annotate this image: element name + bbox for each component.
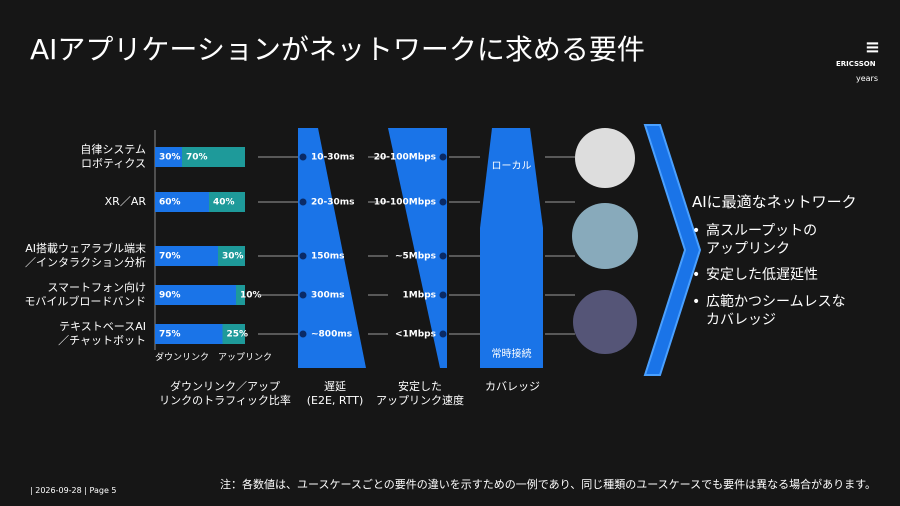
- xr-image: [572, 203, 638, 269]
- bar-segment: [182, 147, 245, 167]
- logo: ERICSSON: [836, 60, 876, 68]
- footer-page: | 2026-09-28 | Page 5: [30, 486, 117, 495]
- logo-sub: years: [856, 74, 879, 83]
- value-label: 40%: [213, 198, 235, 208]
- bar-segment: [218, 246, 245, 266]
- dot: [299, 198, 307, 206]
- value-label: 10%: [240, 291, 262, 301]
- x-label: ダウンリンク／アップ リンクのトラフィック比率: [159, 380, 291, 408]
- coverage-shape: [480, 128, 543, 368]
- col-title: 遅延 (E2E, RTT): [306, 380, 364, 408]
- bullet: 高スループットの アップリンク: [706, 223, 818, 258]
- bar-segment: [236, 285, 245, 305]
- legend-downlink: ダウンリンク: [155, 353, 210, 363]
- value-label: 90%: [159, 291, 181, 301]
- dot: [439, 330, 447, 338]
- robot-image: [575, 128, 635, 188]
- value-label: 60%: [159, 198, 181, 208]
- category-label: XR／AR: [104, 195, 146, 208]
- dot: [299, 252, 307, 260]
- bullet-dot: •: [692, 267, 701, 283]
- bar-segment: [155, 246, 218, 266]
- dot: [439, 252, 447, 260]
- dot: [299, 153, 307, 161]
- svg-text:≡: ≡: [865, 37, 880, 58]
- coverage-bottom: 常時接続: [491, 349, 532, 360]
- dot: [439, 198, 447, 206]
- latency-label: 20-30ms: [311, 198, 355, 208]
- value-label: 30%: [159, 153, 181, 163]
- dot: [439, 291, 447, 299]
- uplink-label: ~5Mbps: [395, 252, 436, 262]
- coverage-top: ローカル: [491, 161, 532, 172]
- latency-label: 300ms: [311, 291, 345, 301]
- col-title: 安定した アップリンク速度: [376, 380, 464, 408]
- bullet-dot: •: [692, 223, 701, 239]
- dot: [439, 153, 447, 161]
- dot: [299, 291, 307, 299]
- bar-segment: [155, 147, 182, 167]
- bar-segment: [155, 192, 209, 212]
- uplink-label: 1Mbps: [403, 291, 436, 301]
- bullet: 広範かつシームレスな カバレッジ: [706, 294, 846, 329]
- category-label: テキストベースAI ／チャットボット: [58, 320, 146, 348]
- summary-heading: AIに最適なネットワーク: [692, 193, 857, 211]
- category-label: AI搭載ウェアラブル端末 ／インタラクション分析: [25, 242, 146, 270]
- footer-note: 注：各数値は、ユースケースごとの要件の違いを示すための一例であり、同じ種類のユー…: [220, 478, 877, 491]
- legend-uplink: アップリンク: [218, 353, 273, 363]
- value-label: 75%: [159, 330, 181, 340]
- value-label: 25%: [227, 330, 249, 340]
- value-label: 70%: [186, 153, 208, 163]
- dot: [299, 330, 307, 338]
- latency-label: 10-30ms: [311, 153, 355, 163]
- latency-label: 150ms: [311, 252, 345, 262]
- uplink-label: 10-100Mbps: [374, 198, 436, 208]
- bar-segment: [222, 324, 245, 344]
- bar-segment: [209, 192, 245, 212]
- bar-segment: [155, 324, 223, 344]
- bullet-dot: •: [692, 294, 701, 310]
- chevron: [643, 124, 702, 376]
- uplink-label: <1Mbps: [395, 330, 436, 340]
- latency-shape: [298, 128, 366, 368]
- phone-image: [573, 290, 637, 354]
- uplink-label: 20-100Mbps: [374, 153, 436, 163]
- value-label: 70%: [159, 252, 181, 262]
- bar-segment: [155, 285, 236, 305]
- bullet: 安定した低遅延性: [706, 267, 818, 283]
- value-label: 30%: [222, 252, 244, 262]
- uplink-shape: [388, 128, 447, 368]
- title: AIアプリケーションがネットワークに求める要件: [30, 33, 645, 66]
- latency-label: ~800ms: [311, 330, 352, 340]
- category-label: スマートフォン向け モバイルブロードバンド: [24, 281, 146, 309]
- col-title: カバレッジ: [485, 380, 540, 393]
- category-label: 自律システム ロボティクス: [80, 143, 146, 171]
